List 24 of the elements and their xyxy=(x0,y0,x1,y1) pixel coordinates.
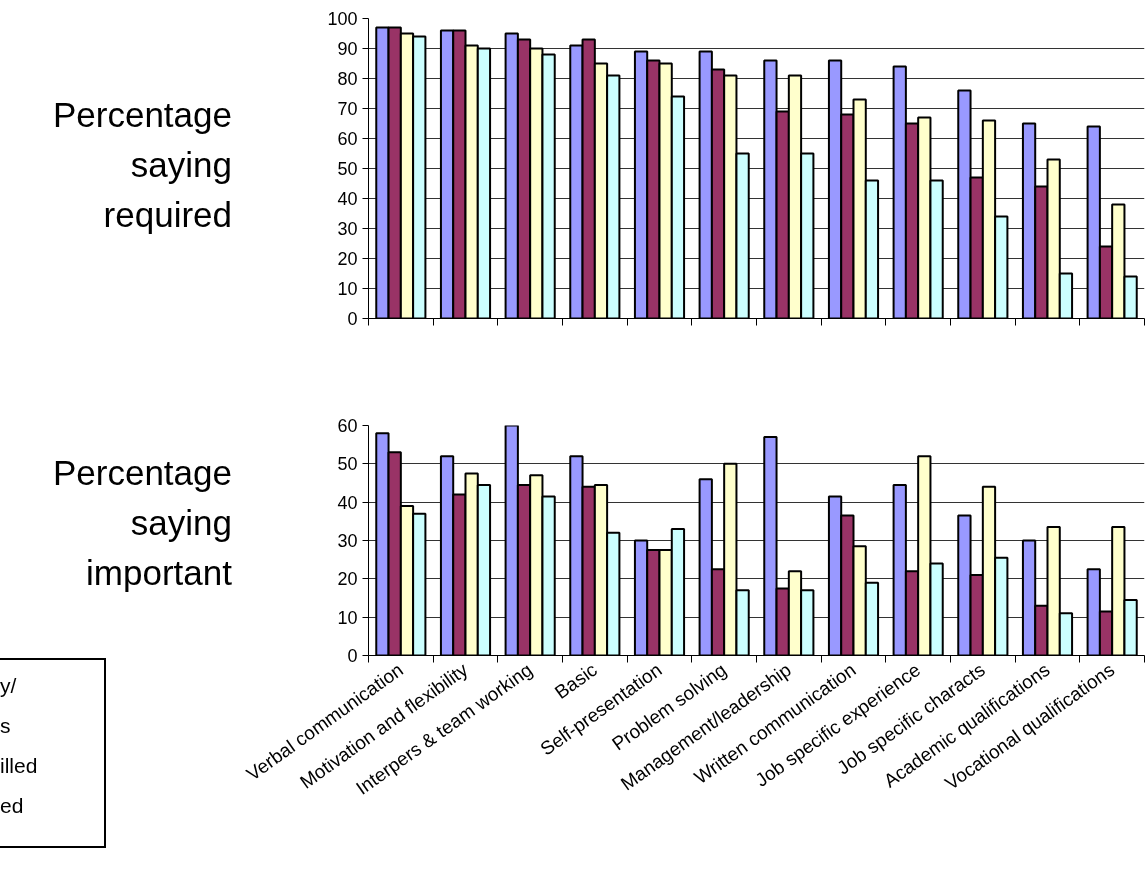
y-axis-title: Percentage saying important xyxy=(52,452,232,594)
text: s xyxy=(0,713,12,739)
y-tick-label: 60 xyxy=(337,416,358,436)
y-tick-label: 20 xyxy=(337,249,358,269)
y-tick-label: 90 xyxy=(337,39,358,59)
y-tick-label: 50 xyxy=(337,159,358,179)
y-tick-label: 70 xyxy=(337,99,358,119)
text: y/ xyxy=(0,673,18,699)
y-tick-label: 50 xyxy=(337,454,358,475)
y-tick-label: 60 xyxy=(337,129,358,149)
y-axis-title: Percentage saying required xyxy=(52,94,232,236)
y-tick-label: 0 xyxy=(347,309,358,329)
y-tick-label: 40 xyxy=(337,492,358,513)
y-tick-label: 20 xyxy=(337,569,358,590)
y-tick-label: 0 xyxy=(347,646,358,666)
y-tick-label: 80 xyxy=(337,69,358,89)
text: ed xyxy=(0,793,25,819)
y-tick-label: 30 xyxy=(337,219,358,239)
y-tick-label: 100 xyxy=(327,9,358,29)
text: illed xyxy=(0,753,39,779)
y-tick-label: 30 xyxy=(337,531,358,551)
y-tick-label: 40 xyxy=(337,189,358,209)
y-tick-label: 10 xyxy=(337,607,358,628)
y-tick-label: 10 xyxy=(337,279,358,299)
